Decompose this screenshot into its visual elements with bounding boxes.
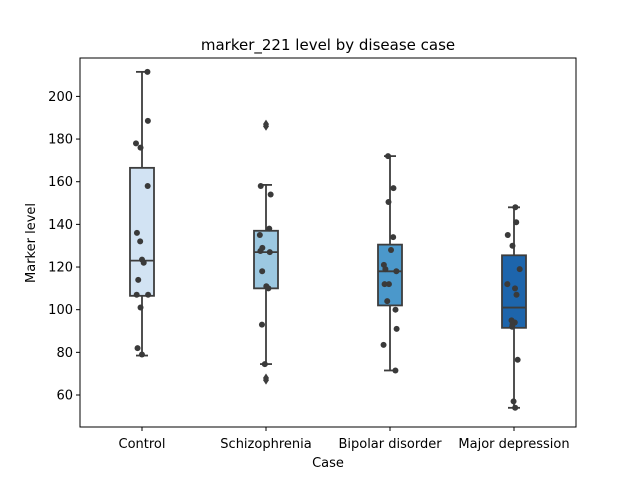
data-point	[133, 229, 140, 236]
x-tick-label: Schizophrenia	[220, 437, 311, 452]
data-point	[144, 117, 151, 124]
y-axis-label: Marker level	[24, 203, 39, 283]
data-point	[385, 153, 392, 160]
x-tick-label: Major depression	[458, 437, 569, 452]
data-point	[134, 345, 141, 352]
data-point	[390, 234, 397, 241]
data-point	[145, 291, 152, 298]
x-axis-label: Case	[312, 456, 344, 471]
data-point	[388, 246, 395, 253]
data-point	[385, 198, 392, 205]
data-point	[380, 341, 387, 348]
data-point	[261, 361, 268, 368]
data-point	[504, 232, 511, 239]
data-point	[393, 325, 400, 332]
data-point	[512, 204, 519, 211]
x-tick-label: Bipolar disorder	[338, 437, 442, 452]
data-point	[382, 266, 389, 273]
data-point	[257, 248, 264, 255]
data-point	[259, 268, 266, 275]
box-outlier	[263, 119, 269, 129]
chart-title: marker_221 level by disease case	[201, 36, 455, 55]
y-tick-label: 60	[56, 389, 73, 404]
data-point	[381, 281, 388, 288]
data-point	[390, 185, 397, 192]
data-point	[135, 276, 142, 283]
data-point	[512, 404, 519, 411]
data-point	[257, 182, 264, 189]
data-point	[137, 304, 144, 311]
data-point	[266, 249, 273, 256]
box-iqr	[501, 254, 527, 329]
plot-frame	[79, 57, 577, 428]
y-tick-label: 180	[48, 133, 73, 148]
y-tick-label: 200	[48, 90, 73, 105]
box-iqr	[253, 229, 279, 290]
data-point	[144, 182, 151, 189]
box-outlier	[263, 373, 269, 383]
data-point	[384, 298, 391, 305]
data-point	[256, 232, 263, 239]
data-point	[138, 351, 145, 358]
box-iqr	[377, 243, 403, 307]
y-tick-label: 160	[48, 175, 73, 190]
y-tick-label: 140	[48, 218, 73, 233]
data-point	[132, 140, 139, 147]
data-point	[513, 291, 520, 298]
data-point	[510, 398, 517, 405]
data-point	[137, 144, 144, 151]
data-point	[509, 242, 516, 249]
data-point	[516, 266, 523, 273]
y-tick-label: 80	[56, 346, 73, 361]
x-tick-label: Control	[119, 437, 166, 452]
data-point	[265, 285, 272, 292]
data-point	[504, 281, 511, 288]
data-point	[392, 306, 399, 313]
y-tick-label: 120	[48, 261, 73, 276]
y-tick-label: 100	[48, 303, 73, 318]
data-point	[266, 225, 273, 232]
data-point	[513, 219, 520, 226]
data-point	[393, 268, 400, 275]
data-point	[140, 259, 147, 266]
data-point	[512, 285, 519, 292]
data-point	[267, 191, 274, 198]
box-iqr	[129, 166, 155, 297]
data-point	[144, 68, 151, 75]
data-point	[137, 238, 144, 245]
data-point	[133, 291, 140, 298]
data-point	[514, 356, 521, 363]
data-point	[509, 323, 516, 330]
data-point	[392, 367, 399, 374]
data-point	[385, 281, 392, 288]
data-point	[258, 321, 265, 328]
